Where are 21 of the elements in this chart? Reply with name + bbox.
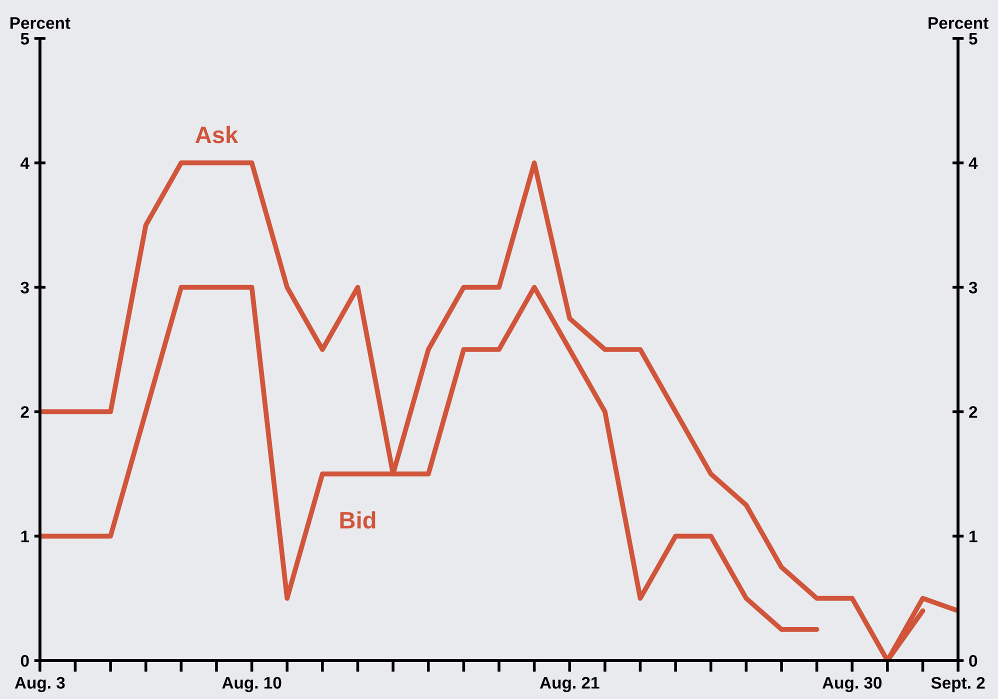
y-tick-label: 2 xyxy=(20,406,29,418)
y-axis-title: Percent xyxy=(10,17,70,29)
y-tick-label: 0 xyxy=(20,654,29,667)
y-tick-label: 4 xyxy=(20,157,30,169)
y-tick-label: 5 xyxy=(20,33,30,45)
y2-axis-title: Percent xyxy=(928,17,988,29)
y2-tick-label: 0 xyxy=(969,654,978,667)
y-tick-label: 1 xyxy=(21,530,30,542)
y2-tick-label: 4 xyxy=(968,157,978,169)
series-label: Ask xyxy=(195,126,238,144)
x-tick-label: Aug. 3 xyxy=(14,676,65,692)
x-tick-label: Aug. 30 xyxy=(822,676,882,692)
x-tick-label: Aug. 10 xyxy=(222,676,282,692)
series-label: Bid xyxy=(340,511,376,529)
y2-tick-label: 1 xyxy=(970,530,978,542)
x-tick-label: Sept. 2 xyxy=(931,676,985,692)
x-tick-label: Aug. 21 xyxy=(540,676,600,692)
y-tick-label: 3 xyxy=(20,282,29,294)
y2-tick-label: 3 xyxy=(968,282,978,294)
y2-tick-label: 5 xyxy=(969,33,978,45)
y2-tick-label: 2 xyxy=(969,406,978,418)
